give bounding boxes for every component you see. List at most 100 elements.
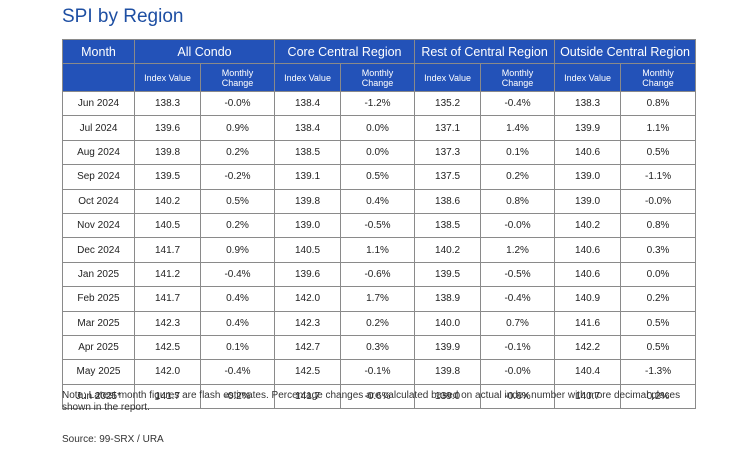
index-value-cell: 140.7 [554, 383, 622, 410]
index-value-cell: 142.3 [134, 310, 201, 336]
monthly-change-cell: 0.8% [620, 212, 697, 239]
index-value-cell: 140.9 [554, 286, 622, 312]
sub-header-monthly-change: Monthly Change [480, 63, 556, 92]
sub-header-row: Index Value Monthly Change Index Value M… [62, 63, 697, 92]
monthly-change-cell: -0.6% [340, 261, 416, 288]
monthly-change-cell: 0.3% [620, 237, 697, 263]
index-value-cell: 140.4 [554, 359, 622, 385]
index-value-cell: 142.5 [134, 334, 201, 361]
index-value-cell: 142.5 [274, 359, 342, 385]
index-value-cell: 138.5 [414, 212, 482, 239]
month-cell: Nov 2024 [62, 212, 135, 239]
monthly-change-cell: -0.6% [480, 383, 556, 410]
spi-table: Month All Condo Core Central Region Rest… [62, 39, 697, 410]
month-cell: Jun 2025* [62, 383, 135, 410]
index-value-cell: 139.0 [554, 164, 622, 190]
index-value-cell: 140.6 [554, 237, 622, 263]
table-row: Dec 2024 141.7 0.9% 140.5 1.1% 140.2 1.2% 140.6… [62, 237, 697, 263]
month-cell: Feb 2025 [62, 286, 135, 312]
monthly-change-cell: -0.2% [199, 383, 276, 410]
index-value-cell: 139.0 [554, 188, 622, 214]
index-value-cell: 140.2 [134, 188, 201, 214]
monthly-change-cell: 0.5% [620, 139, 697, 166]
monthly-change-cell: 0.8% [480, 188, 556, 214]
monthly-change-cell: 0.2% [480, 164, 556, 190]
month-cell: May 2025 [62, 359, 135, 385]
index-value-cell: 139.9 [414, 334, 482, 361]
monthly-change-cell: -0.5% [480, 261, 556, 288]
index-value-cell: 142.7 [274, 334, 342, 361]
index-value-cell: 141.6 [554, 310, 622, 336]
index-value-cell: 141.7 [274, 383, 342, 410]
month-header: Month [62, 39, 135, 64]
sub-header-index-value: Index Value [414, 63, 482, 92]
sub-header-monthly-change: Monthly Change [620, 63, 697, 92]
index-value-cell: 139.8 [414, 359, 482, 385]
month-cell: Apr 2025 [62, 334, 135, 361]
monthly-change-cell: -0.0% [199, 90, 276, 117]
index-value-cell: 139.6 [134, 115, 201, 141]
index-value-cell: 138.9 [414, 286, 482, 312]
monthly-change-cell: 0.4% [199, 310, 276, 336]
index-value-cell: 141.7 [134, 237, 201, 263]
monthly-change-cell: 1.1% [340, 237, 416, 263]
index-value-cell: 140.5 [134, 212, 201, 239]
monthly-change-cell: -0.2% [199, 164, 276, 190]
monthly-change-cell: 0.7% [480, 310, 556, 336]
month-cell: Aug 2024 [62, 139, 135, 166]
index-value-cell: 139.9 [554, 115, 622, 141]
group-header-core-central: Core Central Region [274, 39, 416, 64]
monthly-change-cell: 0.0% [620, 261, 697, 288]
index-value-cell: 138.6 [414, 188, 482, 214]
index-value-cell: 141.7 [134, 286, 201, 312]
source-line: Source: 99-SRX / URA [62, 434, 164, 445]
month-cell: Sep 2024 [62, 164, 135, 190]
page-title: SPI by Region [62, 6, 184, 27]
index-value-cell: 138.4 [274, 115, 342, 141]
monthly-change-cell: 0.2% [340, 310, 416, 336]
monthly-change-cell: -0.4% [199, 359, 276, 385]
index-value-cell: 138.3 [134, 90, 201, 117]
table-row: Jan 2025 141.2 -0.4% 139.6 -0.6% 139.5 -0.5% 14… [62, 261, 697, 288]
table-body: Jun 2024 138.3 -0.0% 138.4 -1.2% 135.2 -0.4% 13… [62, 90, 697, 410]
index-value-cell: 139.0 [274, 212, 342, 239]
table-row: Jun 2025* 141.7 -0.2% 141.7 -0.6% 139.0 -0.6% 1… [62, 383, 697, 410]
sub-header-index-value: Index Value [274, 63, 342, 92]
table-row: Apr 2025 142.5 0.1% 142.7 0.3% 139.9 -0.1% 142.… [62, 334, 697, 361]
month-cell: Dec 2024 [62, 237, 135, 263]
monthly-change-cell: 0.2% [620, 383, 697, 410]
sub-header-blank [62, 63, 135, 92]
monthly-change-cell: 0.5% [199, 188, 276, 214]
table-row: Aug 2024 139.8 0.2% 138.5 0.0% 137.3 0.1% 140.6… [62, 139, 697, 166]
sub-header-index-value: Index Value [134, 63, 201, 92]
table-row: Feb 2025 141.7 0.4% 142.0 1.7% 138.9 -0.4% 140.… [62, 286, 697, 312]
monthly-change-cell: 0.8% [620, 90, 697, 117]
index-value-cell: 139.5 [134, 164, 201, 190]
monthly-change-cell: 0.4% [340, 188, 416, 214]
index-value-cell: 138.3 [554, 90, 622, 117]
monthly-change-cell: 0.9% [199, 237, 276, 263]
monthly-change-cell: 1.4% [480, 115, 556, 141]
monthly-change-cell: -1.1% [620, 164, 697, 190]
monthly-change-cell: 0.2% [620, 286, 697, 312]
monthly-change-cell: -0.4% [480, 286, 556, 312]
index-value-cell: 140.6 [554, 139, 622, 166]
monthly-change-cell: -0.4% [199, 261, 276, 288]
sub-header-monthly-change: Monthly Change [199, 63, 276, 92]
sub-header-index-value: Index Value [554, 63, 622, 92]
index-value-cell: 138.5 [274, 139, 342, 166]
monthly-change-cell: -0.1% [340, 359, 416, 385]
index-value-cell: 140.6 [554, 261, 622, 288]
index-value-cell: 140.0 [414, 310, 482, 336]
month-cell: Jul 2024 [62, 115, 135, 141]
index-value-cell: 140.5 [274, 237, 342, 263]
index-value-cell: 141.2 [134, 261, 201, 288]
month-cell: Oct 2024 [62, 188, 135, 214]
monthly-change-cell: 0.0% [340, 115, 416, 141]
monthly-change-cell: 1.1% [620, 115, 697, 141]
monthly-change-cell: 0.5% [340, 164, 416, 190]
month-cell: Jun 2024 [62, 90, 135, 117]
monthly-change-cell: -0.0% [620, 188, 697, 214]
index-value-cell: 139.0 [414, 383, 482, 410]
monthly-change-cell: 0.3% [340, 334, 416, 361]
